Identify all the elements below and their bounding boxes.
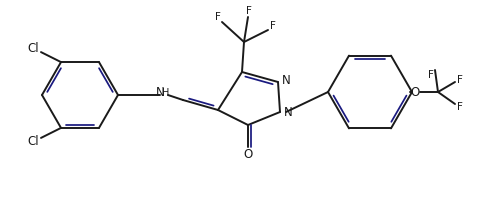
Text: F: F bbox=[457, 75, 463, 85]
Text: O: O bbox=[410, 86, 420, 98]
Text: F: F bbox=[215, 12, 221, 22]
Text: O: O bbox=[244, 148, 252, 162]
Text: Cl: Cl bbox=[27, 42, 39, 55]
Text: Cl: Cl bbox=[27, 135, 39, 148]
Text: F: F bbox=[246, 6, 252, 16]
Text: N: N bbox=[282, 73, 290, 86]
Text: F: F bbox=[457, 102, 463, 112]
Text: F: F bbox=[428, 70, 434, 80]
Text: F: F bbox=[270, 21, 276, 31]
Text: N: N bbox=[156, 86, 164, 99]
Text: N: N bbox=[283, 106, 292, 119]
Text: H: H bbox=[162, 88, 170, 98]
